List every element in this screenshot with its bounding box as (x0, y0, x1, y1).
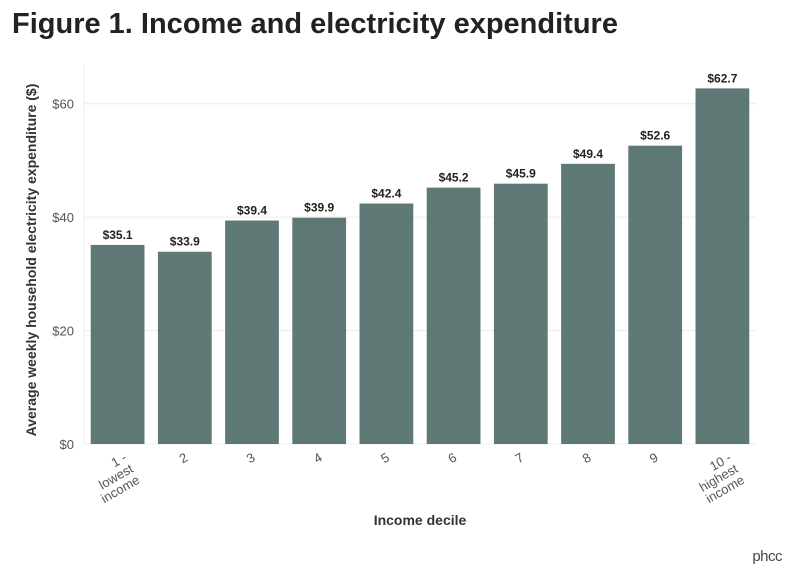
bar-6 (426, 187, 481, 444)
x-axis-title: Income decile (374, 512, 467, 528)
bar-7 (493, 183, 548, 445)
data-label-6: $45.2 (439, 171, 469, 185)
x-tick-labels: 1 -lowestincome 2 3 4 5 6 7 8 9 10 -highestincome (85, 449, 747, 506)
data-label-5: $42.4 (371, 187, 401, 201)
x-tick-label-2: 2 (177, 450, 191, 467)
x-tick-label-8: 8 (580, 450, 594, 467)
bar-2 (157, 251, 212, 444)
x-tick-label-9: 9 (647, 450, 661, 467)
data-label-3: $39.4 (237, 204, 267, 218)
y-tick-label: $60 (52, 97, 74, 112)
y-axis-title: Average weekly household electricity exp… (23, 84, 39, 437)
x-tick-label-10: 10 -highestincome (690, 449, 747, 506)
data-label-10: $62.7 (707, 71, 737, 85)
data-label-7: $45.9 (506, 167, 536, 181)
bars (90, 88, 750, 445)
x-tick-label-5: 5 (378, 450, 392, 467)
bar-9 (628, 145, 683, 445)
chart-title: Figure 1. Income and electricity expendi… (12, 8, 618, 40)
data-label-9: $52.6 (640, 129, 670, 143)
data-label-1: $35.1 (103, 228, 133, 242)
data-label-8: $49.4 (573, 147, 603, 161)
y-tick-label: $0 (60, 437, 74, 452)
bar-10 (695, 88, 750, 444)
data-labels: $35.1 $33.9 $39.4 $39.9 $42.4 $45.2 $45.9 $49.4… (103, 71, 738, 248)
bar-4 (292, 217, 347, 444)
x-tick-label-6: 6 (445, 450, 459, 467)
bar-3 (225, 220, 279, 444)
data-label-4: $39.9 (304, 201, 334, 215)
bar-8 (561, 163, 615, 444)
y-tick-label: $20 (52, 324, 74, 339)
x-tick-label-4: 4 (311, 450, 325, 467)
y-tick-labels: $0 $20 $40 $60 (52, 97, 74, 452)
data-label-2: $33.9 (170, 235, 200, 249)
x-tick-label-3: 3 (244, 450, 258, 467)
x-tick-label-1: 1 -lowestincome (85, 449, 142, 506)
bar-1 (90, 244, 145, 444)
phcc-logo: phcc (752, 548, 782, 565)
y-tick-label: $40 (52, 210, 74, 225)
x-tick-label-7: 7 (513, 450, 527, 467)
bar-5 (359, 203, 414, 444)
